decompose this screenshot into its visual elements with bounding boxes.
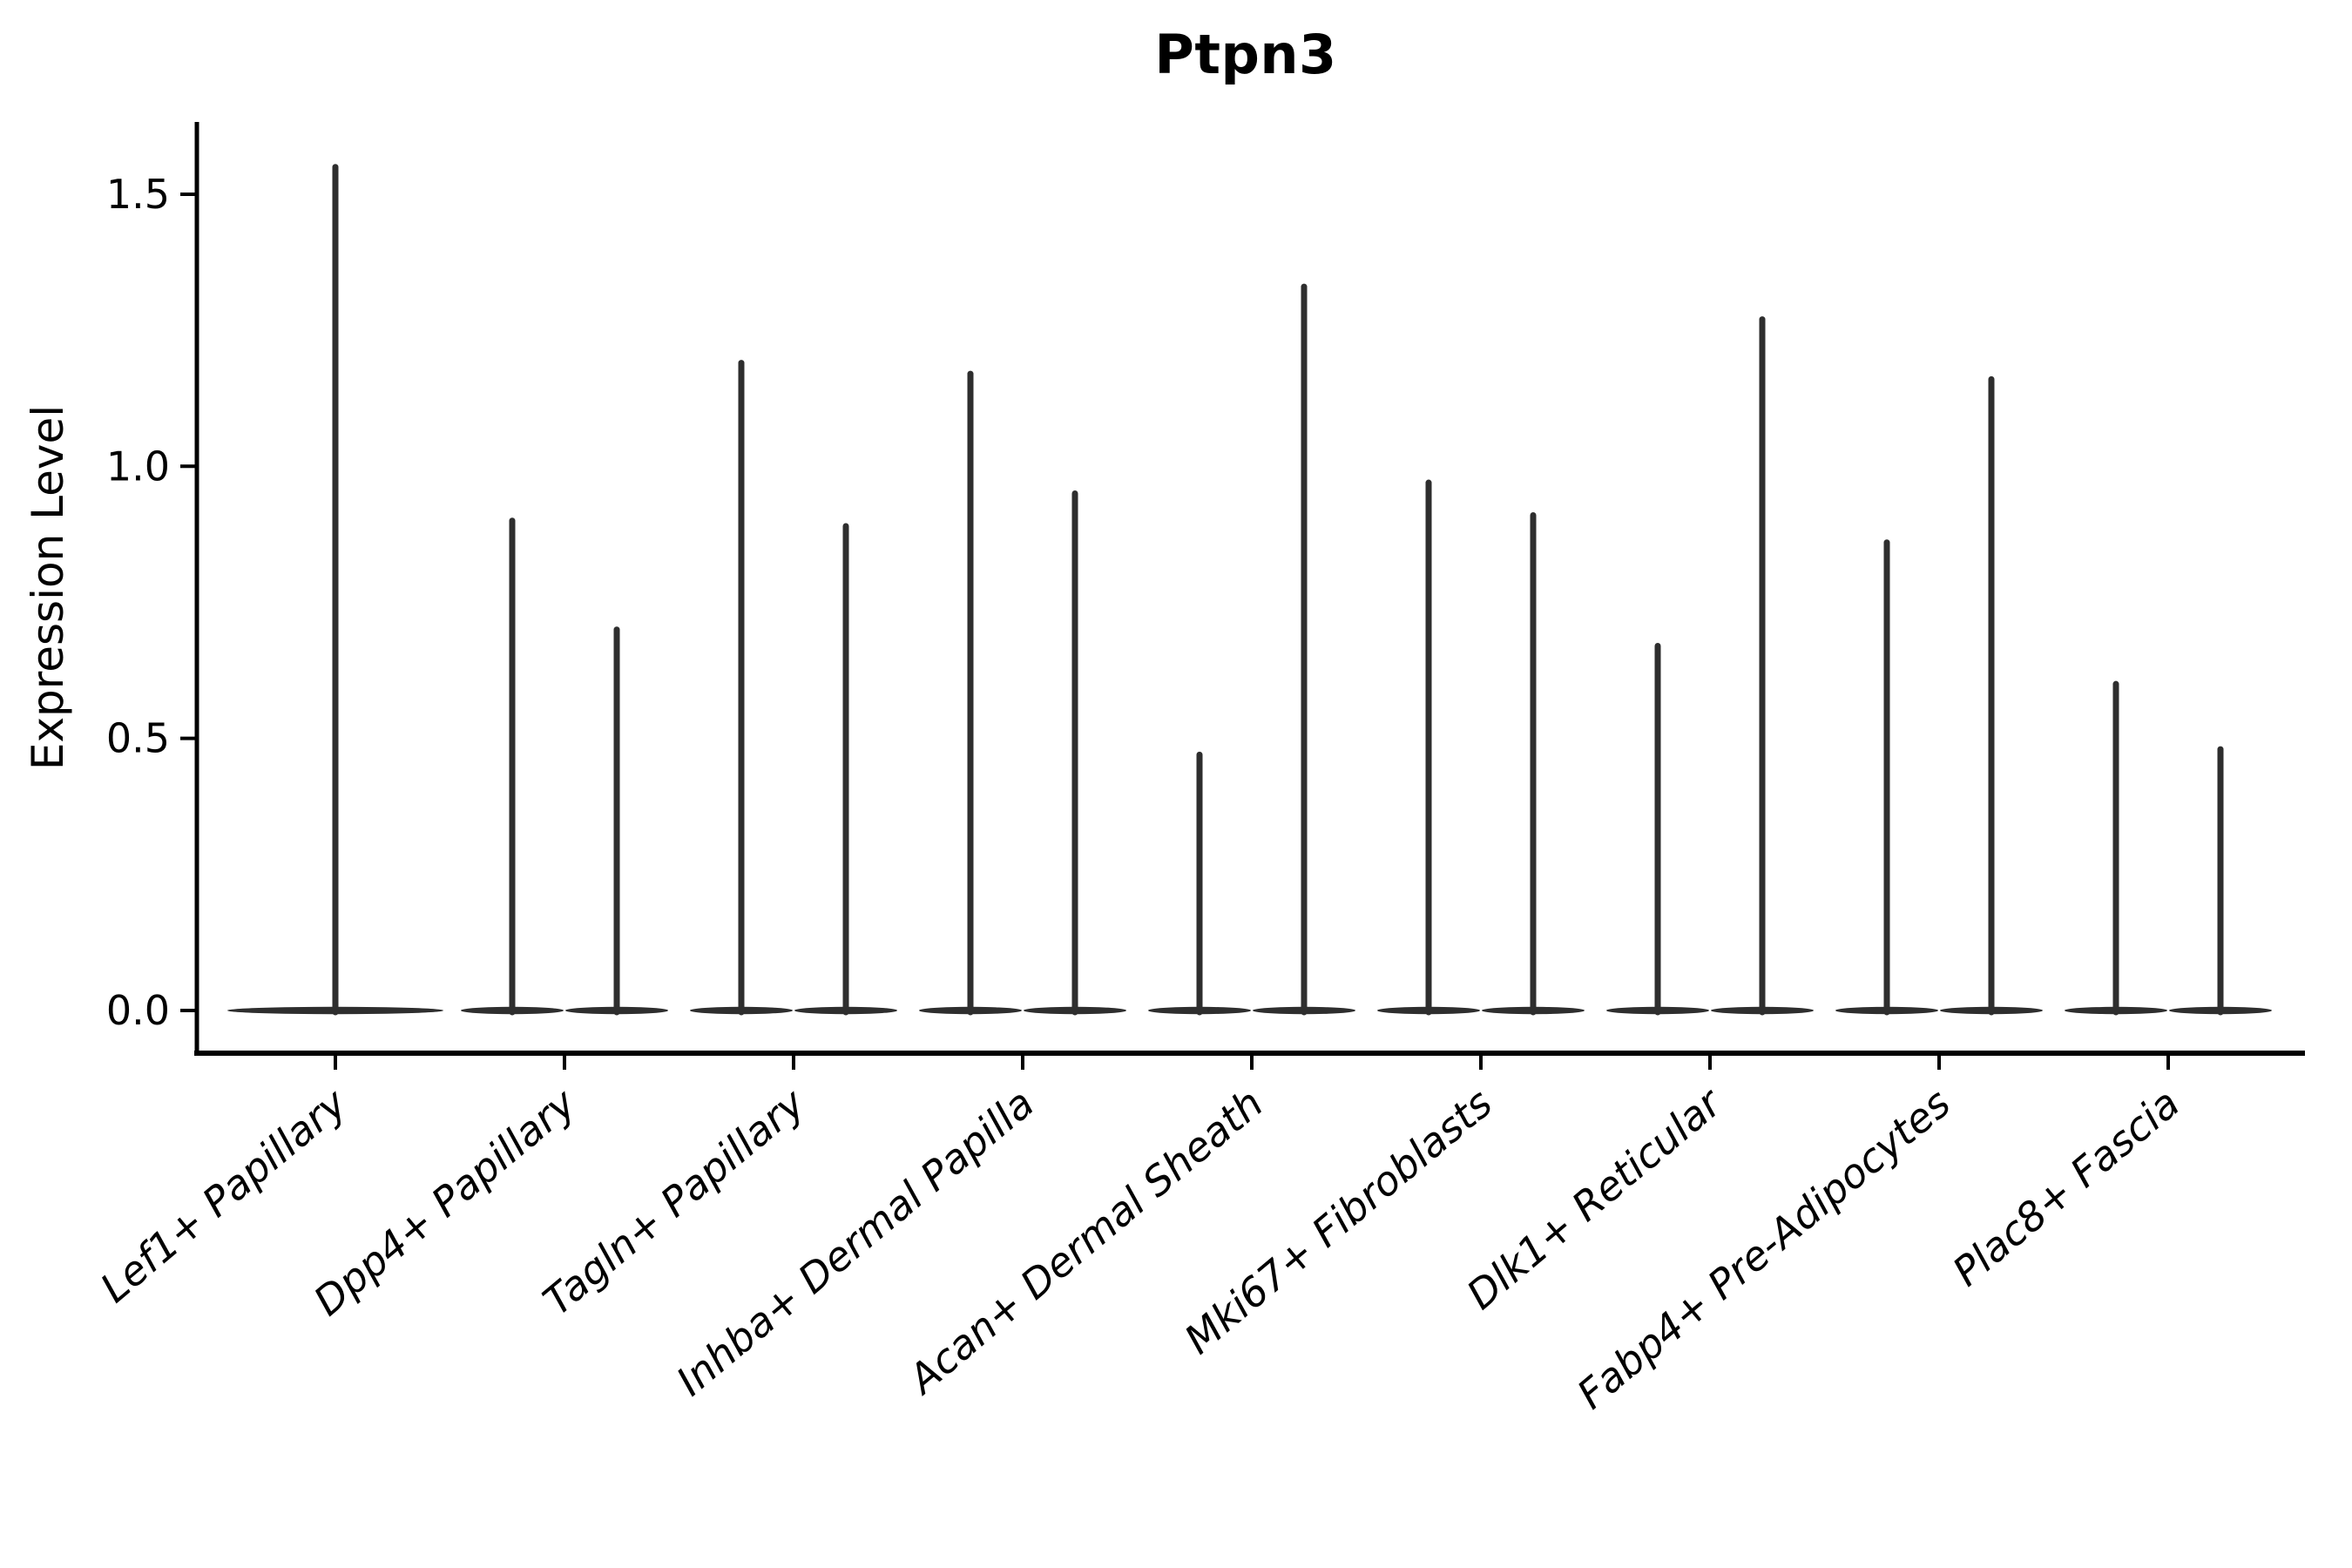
y-tick-label: 0.0 (106, 987, 170, 1034)
chart-title: Ptpn3 (1154, 23, 1337, 86)
y-axis-label: Expression Level (23, 405, 73, 770)
x-tick-label: Inhba+ Dermal Papilla (667, 1079, 1043, 1405)
x-tick-label: Plac8+ Fascia (1943, 1079, 2188, 1295)
y-tick-label: 1.0 (106, 443, 170, 490)
x-tick-label: Fabp4+ Pre-Adipocytes (1568, 1079, 1959, 1418)
y-tick-label: 0.5 (106, 715, 170, 762)
y-tick-label: 1.5 (106, 171, 170, 218)
x-tick-label: Lef1+ Papillary (91, 1079, 356, 1312)
